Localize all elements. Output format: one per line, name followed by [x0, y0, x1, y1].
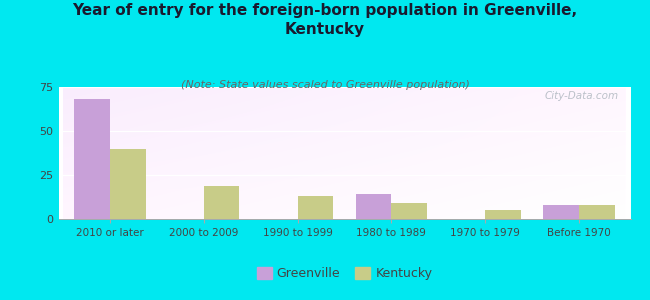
Legend: Greenville, Kentucky: Greenville, Kentucky — [252, 262, 437, 285]
Bar — [110, 148, 146, 219]
Text: City-Data.com: City-Data.com — [545, 91, 619, 101]
Bar — [204, 186, 239, 219]
Bar — [356, 194, 391, 219]
Bar — [391, 203, 427, 219]
Text: Year of entry for the foreign-born population in Greenville,
Kentucky: Year of entry for the foreign-born popul… — [72, 3, 578, 37]
Bar — [75, 99, 110, 219]
Bar — [298, 196, 333, 219]
Bar — [543, 205, 579, 219]
Bar — [579, 205, 614, 219]
Bar — [485, 210, 521, 219]
Text: (Note: State values scaled to Greenville population): (Note: State values scaled to Greenville… — [181, 80, 469, 89]
